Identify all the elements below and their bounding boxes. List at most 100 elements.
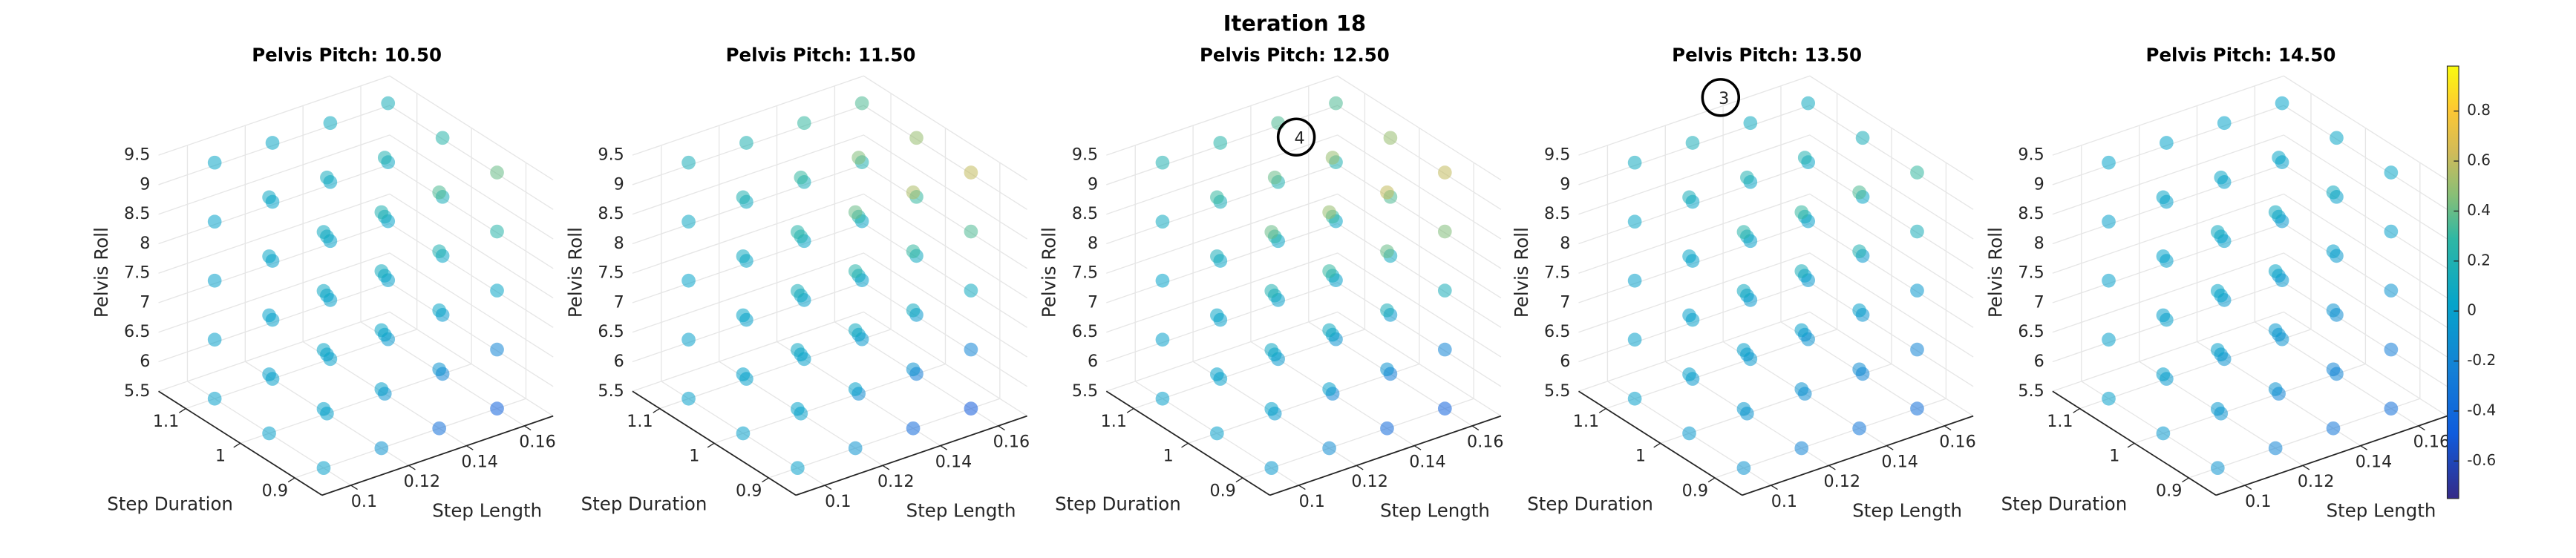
point <box>1794 264 1809 278</box>
z-tick-label: 8.5 <box>2018 204 2044 223</box>
point <box>1325 151 1340 165</box>
point <box>1264 225 1279 239</box>
point <box>265 136 280 150</box>
point <box>2268 441 2283 456</box>
z-tick-label: 9.5 <box>2018 145 2044 165</box>
x-tick <box>1413 445 1422 450</box>
point <box>1627 332 1642 347</box>
grid-line <box>1106 193 1502 299</box>
point <box>2156 308 2171 323</box>
z-tick-label: 8.5 <box>1544 204 1570 223</box>
point <box>490 342 504 357</box>
grid-line <box>2052 252 2448 358</box>
subplot-title: Pelvis Pitch: 13.50 <box>1672 45 1862 66</box>
point <box>2156 190 2171 205</box>
point <box>848 205 863 220</box>
point <box>1852 362 1866 377</box>
z-tick-label: 7.5 <box>1072 263 1098 283</box>
grid-line <box>2196 105 2361 447</box>
point <box>2210 343 2225 357</box>
y-tick <box>1653 442 1661 448</box>
z-tick-label: 7 <box>140 292 150 312</box>
point <box>2326 362 2341 377</box>
z-tick-label: 8 <box>140 234 150 253</box>
colorbar-tick-label: 0.6 <box>2467 151 2491 169</box>
z-tick-label: 8.5 <box>124 204 150 223</box>
colorbar-tick-label: -0.2 <box>2467 351 2496 369</box>
point <box>2210 283 2225 298</box>
point <box>964 401 978 416</box>
point <box>906 362 921 377</box>
grid-line <box>719 125 883 466</box>
point <box>2326 244 2341 259</box>
z-tick-label: 7 <box>614 292 624 312</box>
point <box>2384 283 2399 298</box>
point <box>1380 362 1394 377</box>
grid-line <box>1106 134 1502 240</box>
subplot-title: Pelvis Pitch: 12.50 <box>1200 45 1390 66</box>
y-tick <box>287 477 295 483</box>
point <box>1736 343 1751 357</box>
point <box>2326 185 2341 200</box>
y-tick <box>2182 477 2189 483</box>
point <box>374 382 389 396</box>
point <box>207 273 222 288</box>
grid-line <box>2052 311 2448 417</box>
grid-line <box>1722 105 1887 447</box>
point <box>316 283 331 298</box>
grid-line <box>294 163 527 479</box>
point <box>2268 264 2283 278</box>
grid-line <box>244 125 409 466</box>
z-tick-label: 6 <box>1560 352 1570 371</box>
point <box>2272 151 2286 165</box>
grid-line <box>158 311 554 417</box>
z-tick-label: 7 <box>1560 292 1570 312</box>
x-tick-label: 0.12 <box>2298 472 2335 491</box>
point <box>2102 214 2116 229</box>
y-tick-label: 1.1 <box>153 412 179 431</box>
z-tick-label: 6 <box>1088 352 1098 371</box>
point <box>2102 273 2116 288</box>
point <box>262 249 276 263</box>
grid-line <box>1578 193 1974 299</box>
point <box>432 421 447 436</box>
point <box>490 401 504 416</box>
z-tick-label: 7 <box>1088 292 1098 312</box>
x-tick-label: 0.1 <box>351 492 377 511</box>
point <box>791 343 805 357</box>
point <box>964 165 978 180</box>
point <box>1437 401 1452 416</box>
point <box>964 342 978 357</box>
point <box>1736 461 1751 476</box>
x-tick <box>1471 425 1480 431</box>
grid-line <box>2188 163 2421 479</box>
point <box>1852 303 1866 318</box>
point <box>1685 136 1700 150</box>
point <box>323 116 338 131</box>
point <box>681 332 696 347</box>
point <box>736 190 751 205</box>
colorbar-tick-label: 0.8 <box>2467 101 2491 119</box>
grid-line <box>360 85 525 427</box>
grid-line <box>834 85 998 427</box>
x-tick-label: 0.1 <box>2245 492 2271 511</box>
x-tick <box>824 485 832 490</box>
grid-line <box>776 105 941 447</box>
point <box>2326 421 2341 436</box>
y-tick-label: 1 <box>689 447 699 466</box>
point <box>1743 116 1758 131</box>
x-tick-label: 0.16 <box>1467 433 1504 452</box>
z-tick-label: 6.5 <box>2018 322 2044 341</box>
y-tick <box>2127 442 2135 448</box>
y-tick <box>1181 442 1189 448</box>
y-tick-label: 0.9 <box>1209 481 1235 500</box>
point <box>851 151 866 165</box>
y-tick <box>762 477 769 483</box>
grid-line <box>713 128 947 444</box>
z-tick-label: 7 <box>2034 292 2044 312</box>
annotation: 4 <box>1276 117 1316 157</box>
x-tick-label: 0.12 <box>404 472 441 491</box>
x-tick <box>1828 465 1836 470</box>
x-tick <box>1298 485 1306 490</box>
